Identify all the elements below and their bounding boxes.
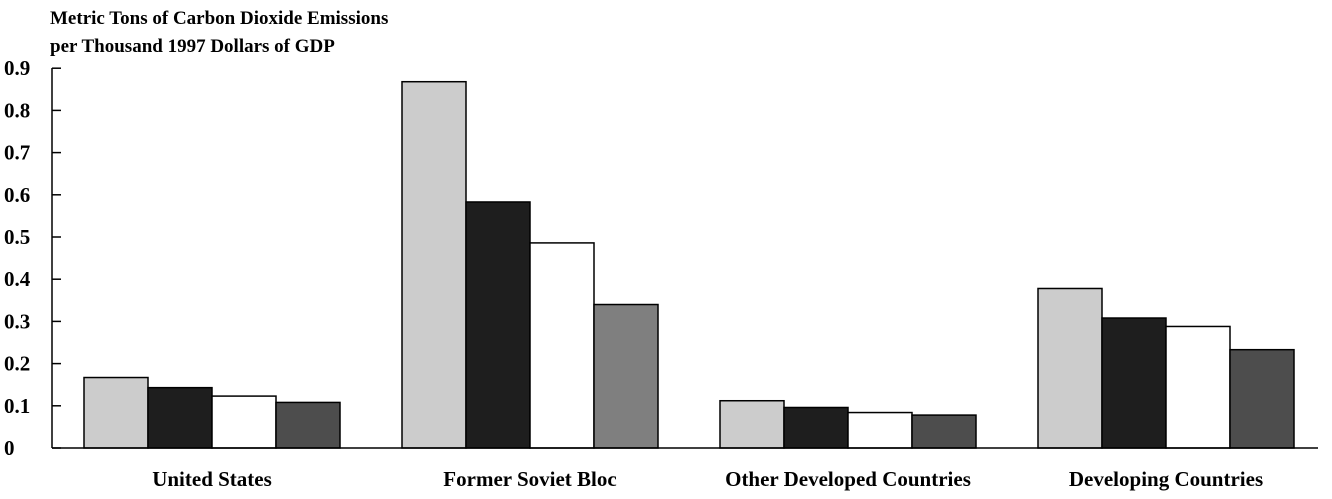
- bar: [1229, 348, 1295, 449]
- category-label: Other Developed Countries: [725, 467, 971, 491]
- bar: [1101, 317, 1167, 449]
- bar: [275, 401, 341, 449]
- bar: [783, 406, 849, 449]
- category-label: Former Soviet Bloc: [443, 467, 616, 491]
- bar: [911, 414, 977, 449]
- bars: [83, 80, 1295, 449]
- y-axis-title-line-1: Metric Tons of Carbon Dioxide Emissions: [50, 8, 388, 29]
- y-tick-label: 0: [4, 436, 15, 460]
- category-labels: United States Former Soviet Bloc Other Dev…: [152, 467, 1263, 491]
- bar: [529, 242, 595, 449]
- y-tick-label: 0.1: [4, 394, 30, 418]
- bar: [465, 201, 531, 449]
- y-tick-label: 0.6: [4, 183, 30, 207]
- bar: [719, 399, 785, 449]
- y-tick-label: 0.5: [4, 225, 30, 249]
- bar: [593, 303, 659, 449]
- bar: [211, 395, 277, 449]
- category-label: United States: [152, 467, 272, 491]
- bar: [847, 411, 913, 449]
- y-tick-label: 0.3: [4, 309, 30, 333]
- y-tick-label: 0.8: [4, 98, 30, 122]
- bar: [83, 376, 149, 449]
- y-axis-title-line-2: per Thousand 1997 Dollars of GDP: [50, 36, 335, 57]
- bar: [1037, 287, 1103, 449]
- y-tick-label: 0.2: [4, 352, 30, 376]
- bar: [147, 386, 213, 449]
- y-tick-label: 0.9: [4, 56, 30, 80]
- bar: [401, 80, 467, 449]
- y-tick-label: 0.4: [4, 267, 31, 291]
- bar: [1165, 325, 1231, 449]
- y-axis-ticks: 0 0.1 0.2 0.3 0.4 0.5 0.6 0.7 0.8 0.9: [4, 56, 61, 460]
- y-tick-label: 0.7: [4, 141, 30, 165]
- category-label: Developing Countries: [1069, 467, 1263, 491]
